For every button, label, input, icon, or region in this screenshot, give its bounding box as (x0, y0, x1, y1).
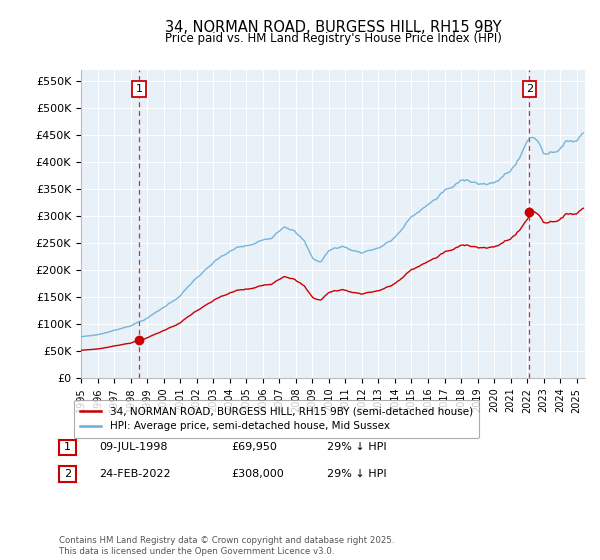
Text: 34, NORMAN ROAD, BURGESS HILL, RH15 9BY: 34, NORMAN ROAD, BURGESS HILL, RH15 9BY (165, 20, 501, 35)
Text: 29% ↓ HPI: 29% ↓ HPI (327, 469, 386, 479)
Text: Price paid vs. HM Land Registry's House Price Index (HPI): Price paid vs. HM Land Registry's House … (164, 32, 502, 45)
Text: Contains HM Land Registry data © Crown copyright and database right 2025.
This d: Contains HM Land Registry data © Crown c… (59, 536, 394, 556)
Text: 24-FEB-2022: 24-FEB-2022 (99, 469, 170, 479)
Text: 2: 2 (64, 469, 71, 479)
Text: 29% ↓ HPI: 29% ↓ HPI (327, 442, 386, 452)
Text: 09-JUL-1998: 09-JUL-1998 (99, 442, 167, 452)
Text: 1: 1 (64, 442, 71, 452)
Text: 2: 2 (526, 84, 533, 94)
Legend: 34, NORMAN ROAD, BURGESS HILL, RH15 9BY (semi-detached house), HPI: Average pric: 34, NORMAN ROAD, BURGESS HILL, RH15 9BY … (74, 400, 479, 438)
Text: £69,950: £69,950 (231, 442, 277, 452)
Text: 1: 1 (136, 84, 143, 94)
Text: £308,000: £308,000 (231, 469, 284, 479)
